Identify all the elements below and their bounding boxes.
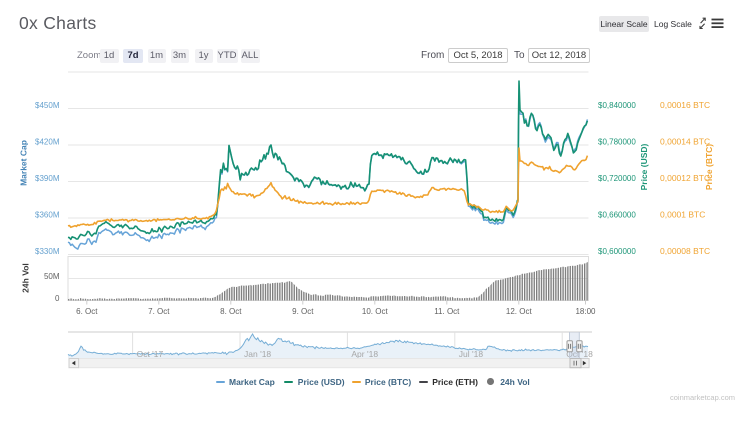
svg-text:0,00016 BTC: 0,00016 BTC (660, 100, 710, 110)
svg-text:$0,840000: $0,840000 (598, 101, 636, 110)
svg-text:8. Oct: 8. Oct (220, 307, 242, 316)
svg-text:0,0001 BTC: 0,0001 BTC (660, 210, 705, 220)
svg-text:$330M: $330M (35, 247, 60, 256)
svg-text:18:00: 18:00 (575, 307, 596, 316)
svg-text:0,00014 BTC: 0,00014 BTC (660, 137, 710, 147)
svg-text:Jan '18: Jan '18 (244, 349, 271, 359)
svg-text:50M: 50M (44, 272, 60, 281)
svg-text:7. Oct: 7. Oct (148, 307, 170, 316)
svg-text:$450M: $450M (35, 101, 60, 110)
svg-text:10. Oct: 10. Oct (362, 307, 389, 316)
svg-text:$0,660000: $0,660000 (598, 211, 636, 220)
svg-text:12. Oct: 12. Oct (506, 307, 533, 316)
svg-text:24h Vol: 24h Vol (21, 263, 31, 293)
svg-text:$360M: $360M (35, 211, 60, 220)
svg-text:Price (BTC): Price (BTC) (704, 144, 714, 190)
svg-text:Price (USD): Price (USD) (639, 143, 649, 190)
svg-text:0: 0 (55, 294, 60, 303)
svg-text:Apr '18: Apr '18 (351, 349, 378, 359)
svg-text:6. Oct: 6. Oct (76, 307, 98, 316)
svg-text:0,00012 BTC: 0,00012 BTC (660, 173, 710, 183)
svg-text:Oct '17: Oct '17 (137, 349, 164, 359)
svg-text:9. Oct: 9. Oct (292, 307, 314, 316)
svg-text:$0,780000: $0,780000 (598, 138, 636, 147)
svg-text:11. Oct: 11. Oct (434, 307, 460, 316)
svg-text:$0,720000: $0,720000 (598, 174, 636, 183)
svg-text:Jul '18: Jul '18 (459, 349, 484, 359)
svg-text:0,00008 BTC: 0,00008 BTC (660, 246, 710, 256)
svg-text:$420M: $420M (35, 138, 60, 147)
svg-text:$0,600000: $0,600000 (598, 247, 636, 256)
svg-text:Market Cap: Market Cap (19, 140, 29, 186)
svg-text:$390M: $390M (35, 174, 60, 183)
